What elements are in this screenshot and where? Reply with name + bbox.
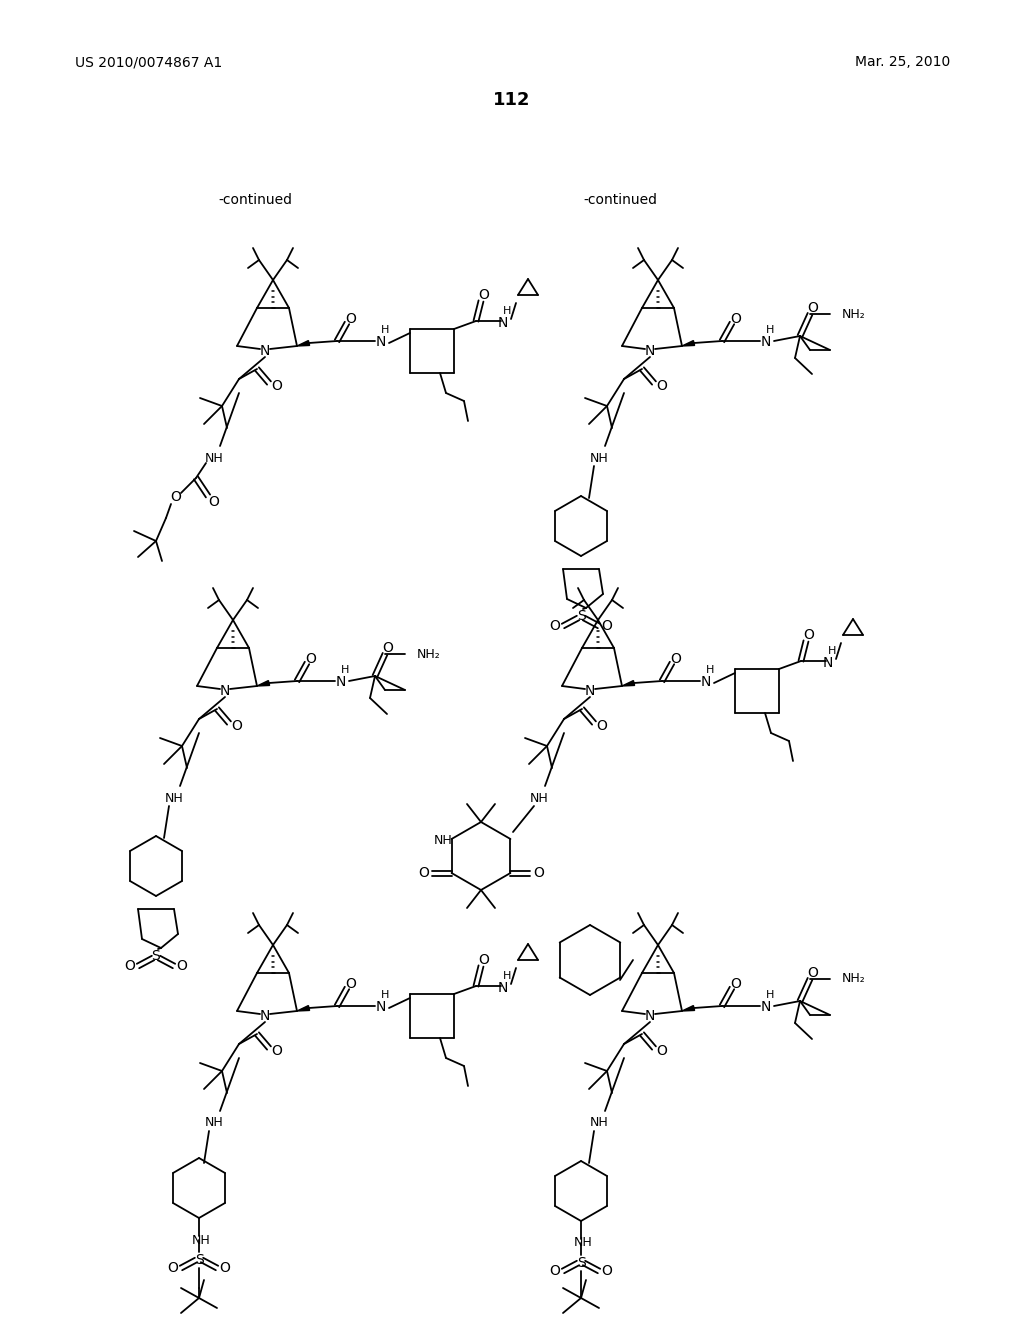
Text: NH: NH: [191, 1233, 210, 1246]
Text: O: O: [478, 953, 489, 968]
Text: O: O: [656, 1044, 668, 1059]
Text: O: O: [808, 301, 818, 315]
Polygon shape: [297, 1006, 309, 1011]
Text: O: O: [176, 960, 187, 973]
Text: N: N: [761, 1001, 771, 1014]
Text: O: O: [478, 288, 489, 302]
Text: O: O: [550, 619, 560, 634]
Text: O: O: [730, 312, 741, 326]
Text: H: H: [706, 665, 714, 675]
Text: H: H: [503, 972, 511, 981]
Text: H: H: [381, 990, 389, 1001]
Text: O: O: [345, 312, 356, 326]
Text: H: H: [503, 306, 511, 315]
Text: NH₂: NH₂: [842, 308, 865, 321]
Text: O: O: [534, 866, 544, 880]
Polygon shape: [622, 681, 635, 686]
Text: N: N: [220, 684, 230, 698]
Text: H: H: [381, 325, 389, 335]
Polygon shape: [257, 681, 269, 686]
Text: H: H: [766, 325, 774, 335]
Text: N: N: [823, 656, 834, 671]
Text: Mar. 25, 2010: Mar. 25, 2010: [855, 55, 950, 69]
Text: NH: NH: [590, 451, 608, 465]
Text: O: O: [345, 977, 356, 991]
Text: US 2010/0074867 A1: US 2010/0074867 A1: [75, 55, 222, 69]
Text: 112: 112: [494, 91, 530, 110]
Text: O: O: [418, 866, 429, 880]
Text: NH₂: NH₂: [417, 648, 440, 660]
Text: N: N: [645, 345, 655, 358]
Text: O: O: [209, 495, 219, 510]
Text: H: H: [766, 990, 774, 1001]
Text: NH: NH: [434, 834, 453, 847]
Text: NH: NH: [590, 1117, 608, 1130]
Text: N: N: [260, 345, 270, 358]
Text: O: O: [171, 490, 181, 504]
Text: S: S: [152, 949, 161, 964]
Text: S: S: [195, 1253, 204, 1267]
Text: O: O: [125, 960, 135, 973]
Text: N: N: [761, 335, 771, 348]
Text: N: N: [376, 335, 386, 348]
Text: O: O: [550, 1265, 560, 1278]
Text: N: N: [585, 684, 595, 698]
Text: O: O: [656, 379, 668, 393]
Text: N: N: [498, 981, 508, 995]
Text: NH: NH: [205, 1117, 223, 1130]
Text: O: O: [231, 719, 243, 733]
Text: O: O: [808, 966, 818, 979]
Text: NH: NH: [573, 1237, 592, 1250]
Text: O: O: [271, 1044, 283, 1059]
Text: S: S: [577, 1257, 586, 1270]
Text: N: N: [498, 315, 508, 330]
Text: S: S: [577, 609, 586, 623]
Text: O: O: [804, 628, 814, 642]
Text: -continued: -continued: [583, 193, 657, 207]
Text: O: O: [601, 619, 612, 634]
Polygon shape: [297, 341, 309, 346]
Text: O: O: [271, 379, 283, 393]
Text: N: N: [336, 675, 346, 689]
Text: O: O: [730, 977, 741, 991]
Text: O: O: [305, 652, 316, 667]
Text: N: N: [260, 1008, 270, 1023]
Text: O: O: [219, 1261, 230, 1275]
Text: NH: NH: [205, 451, 223, 465]
Text: N: N: [645, 1008, 655, 1023]
Text: N: N: [376, 1001, 386, 1014]
Text: O: O: [601, 1265, 612, 1278]
Polygon shape: [682, 1006, 694, 1011]
Text: NH₂: NH₂: [842, 973, 865, 986]
Text: NH: NH: [165, 792, 183, 804]
Text: O: O: [168, 1261, 178, 1275]
Text: -continued: -continued: [218, 193, 292, 207]
Text: O: O: [383, 642, 393, 655]
Text: N: N: [700, 675, 712, 689]
Text: H: H: [341, 665, 349, 675]
Polygon shape: [682, 341, 694, 346]
Text: O: O: [671, 652, 681, 667]
Text: NH: NH: [529, 792, 549, 804]
Text: O: O: [597, 719, 607, 733]
Text: H: H: [827, 645, 837, 656]
